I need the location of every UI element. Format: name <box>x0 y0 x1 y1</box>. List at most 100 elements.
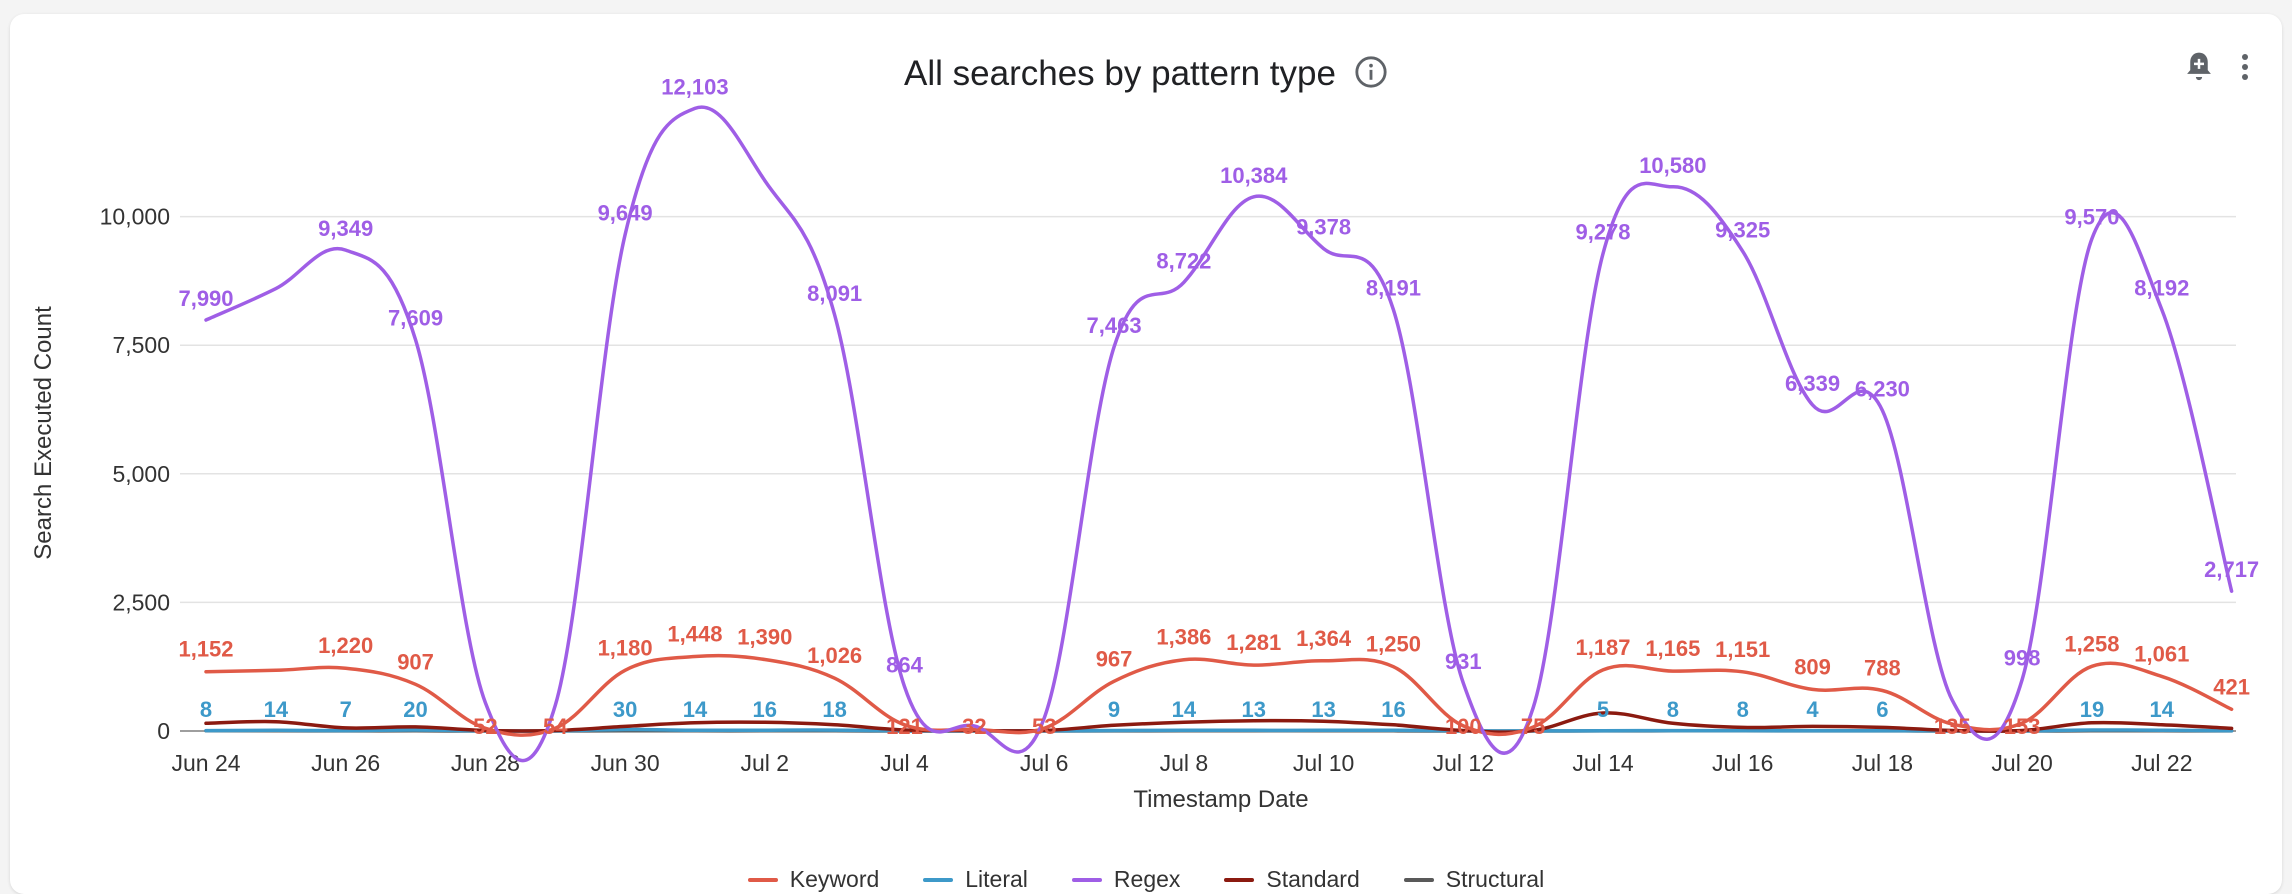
data-label-literal: 14 <box>264 697 289 722</box>
data-label-keyword: 1,026 <box>807 643 862 668</box>
legend-item-structural[interactable]: Structural <box>1404 866 1544 893</box>
y-axis-title: Search Executed Count <box>30 306 57 560</box>
data-label-literal: 18 <box>822 697 846 722</box>
data-label-keyword: 1,364 <box>1296 626 1352 651</box>
data-label-literal: 9 <box>1108 697 1120 722</box>
x-tick-label: Jul 6 <box>1020 750 1069 776</box>
data-label-keyword: 100 <box>1445 714 1482 739</box>
data-label-keyword: 1,250 <box>1366 632 1421 657</box>
data-label-literal: 7 <box>340 697 352 722</box>
data-label-keyword: 1,165 <box>1645 636 1700 661</box>
y-tick-label: 2,500 <box>112 589 170 615</box>
legend-item-standard[interactable]: Standard <box>1224 866 1359 893</box>
x-tick-label: Jul 18 <box>1852 750 1913 776</box>
legend-swatch <box>1072 878 1102 882</box>
data-label-keyword: 121 <box>886 714 923 739</box>
x-tick-label: Jun 26 <box>311 750 380 776</box>
data-label-literal: 14 <box>1172 697 1197 722</box>
data-label-keyword: 1,386 <box>1156 625 1211 650</box>
legend-item-regex[interactable]: Regex <box>1072 866 1180 893</box>
x-tick-label: Jul 2 <box>741 750 790 776</box>
data-label-regex: 10,580 <box>1639 153 1706 178</box>
x-axis-title: Timestamp Date <box>1133 786 1308 813</box>
data-label-keyword: 1,151 <box>1715 637 1770 662</box>
data-label-regex: 7,609 <box>388 306 443 331</box>
data-label-literal: 20 <box>403 697 427 722</box>
data-label-keyword: 1,220 <box>318 633 373 658</box>
legend-swatch <box>1224 878 1254 882</box>
data-label-keyword: 1,152 <box>178 637 233 662</box>
data-label-regex: 12,103 <box>661 74 728 99</box>
y-tick-label: 10,000 <box>100 204 170 230</box>
data-label-keyword: 1,180 <box>598 635 653 660</box>
data-label-keyword: 421 <box>2213 674 2250 699</box>
data-label-literal: 16 <box>753 697 777 722</box>
data-label-literal: 8 <box>1667 697 1679 722</box>
x-tick-label: Jun 30 <box>591 750 660 776</box>
data-label-keyword: 52 <box>473 714 497 739</box>
data-label-regex: 10,384 <box>1220 163 1288 188</box>
data-label-regex: 9,378 <box>1296 215 1351 240</box>
y-tick-label: 5,000 <box>112 461 170 487</box>
data-label-keyword: 967 <box>1096 646 1133 671</box>
data-label-keyword: 75 <box>1521 714 1545 739</box>
x-tick-label: Jul 14 <box>1572 750 1634 776</box>
data-label-regex: 9,278 <box>1575 220 1630 245</box>
data-label-regex: 8,191 <box>1366 276 1421 301</box>
data-label-literal: 13 <box>1242 697 1266 722</box>
data-label-literal: 6 <box>1876 697 1888 722</box>
x-tick-label: Jul 22 <box>2131 750 2192 776</box>
data-label-keyword: 1,258 <box>2064 631 2119 656</box>
data-label-regex: 8,192 <box>2134 276 2189 301</box>
data-label-literal: 13 <box>1311 697 1335 722</box>
data-label-regex: 8,722 <box>1156 248 1211 273</box>
data-label-literal: 14 <box>683 697 708 722</box>
data-label-literal: 4 <box>1806 697 1819 722</box>
x-tick-label: Jul 4 <box>880 750 929 776</box>
legend: Keyword Literal Regex Standard Structural <box>10 866 2282 893</box>
legend-label: Keyword <box>790 866 879 893</box>
data-label-keyword: 153 <box>2004 714 2041 739</box>
data-label-keyword: 135 <box>1934 714 1971 739</box>
data-label-literal: 5 <box>1597 697 1609 722</box>
data-label-keyword: 1,448 <box>667 622 722 647</box>
data-label-regex: 2,717 <box>2204 557 2259 582</box>
legend-label: Literal <box>965 866 1028 893</box>
y-tick-label: 0 <box>157 718 170 744</box>
legend-label: Standard <box>1266 866 1359 893</box>
data-label-literal: 30 <box>613 697 637 722</box>
data-label-regex: 8,091 <box>807 281 862 306</box>
x-tick-label: Jun 24 <box>171 750 240 776</box>
data-label-literal: 14 <box>2150 697 2175 722</box>
x-tick-label: Jul 20 <box>1991 750 2052 776</box>
data-label-regex: 6,339 <box>1785 371 1840 396</box>
y-tick-label: 7,500 <box>112 332 170 358</box>
data-label-keyword: 788 <box>1864 655 1901 680</box>
legend-label: Structural <box>1446 866 1544 893</box>
data-label-keyword: 809 <box>1794 654 1831 679</box>
data-label-regex: 7,463 <box>1087 313 1142 338</box>
data-label-keyword: 1,061 <box>2134 641 2189 666</box>
legend-swatch <box>748 878 778 882</box>
data-label-keyword: 32 <box>962 714 986 739</box>
data-label-regex: 9,349 <box>318 216 373 241</box>
legend-item-keyword[interactable]: Keyword <box>748 866 879 893</box>
x-tick-label: Jul 16 <box>1712 750 1773 776</box>
chart-card: All searches by pattern type <box>10 14 2282 894</box>
x-tick-label: Jul 10 <box>1293 750 1354 776</box>
data-label-regex: 998 <box>2004 646 2041 671</box>
data-label-keyword: 1,281 <box>1226 630 1281 655</box>
data-label-keyword: 54 <box>543 714 568 739</box>
data-label-regex: 9,649 <box>598 201 653 226</box>
data-label-regex: 7,990 <box>178 286 233 311</box>
legend-item-literal[interactable]: Literal <box>923 866 1028 893</box>
data-label-keyword: 1,187 <box>1575 635 1630 660</box>
data-label-keyword: 53 <box>1032 714 1056 739</box>
legend-label: Regex <box>1114 866 1180 893</box>
data-label-regex: 931 <box>1445 649 1482 674</box>
data-label-literal: 8 <box>1737 697 1749 722</box>
data-label-literal: 16 <box>1381 697 1405 722</box>
legend-swatch <box>1404 878 1434 882</box>
data-label-regex: 9,570 <box>2064 205 2119 230</box>
legend-swatch <box>923 878 953 882</box>
